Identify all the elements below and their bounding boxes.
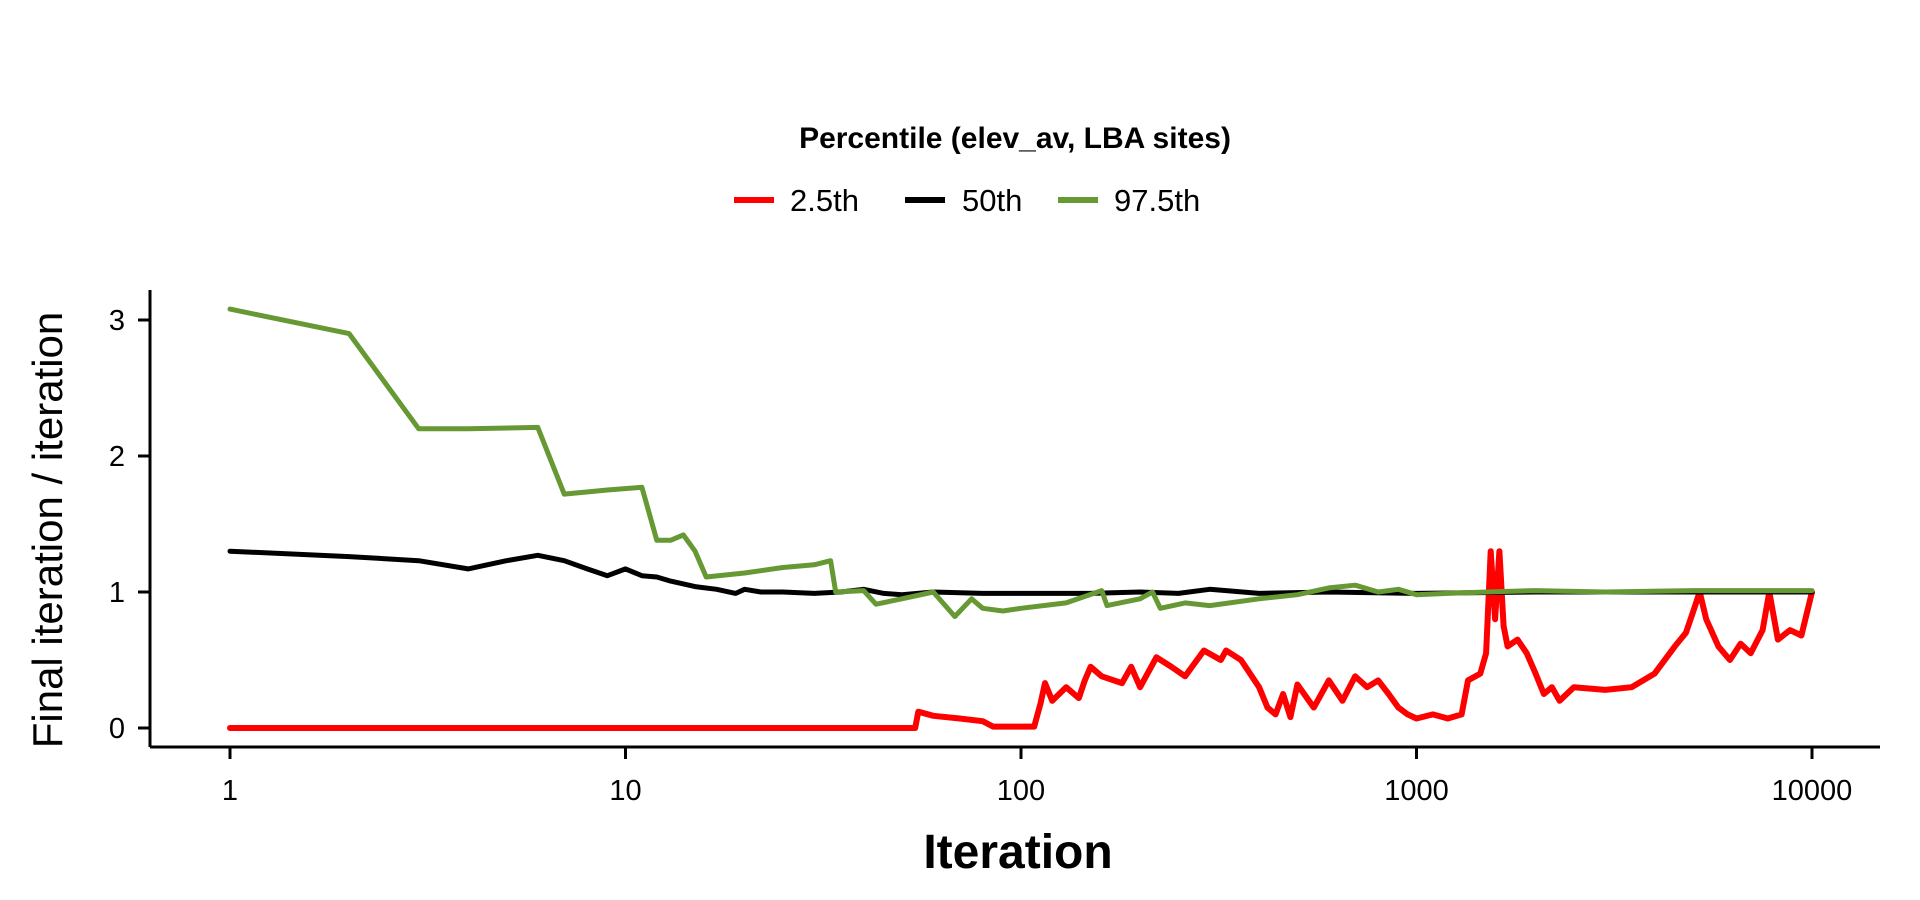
legend-entry-1: 2.5th	[734, 183, 859, 218]
y-tick-label: 1	[109, 577, 125, 609]
x-tick-label: 1000	[1384, 775, 1449, 807]
x-tick-label: 10000	[1772, 775, 1853, 807]
x-axis-ticks: 1 10 100 1000 10000	[222, 747, 1852, 807]
x-axis-label: Iteration	[923, 826, 1112, 879]
y-tick-label: 3	[109, 305, 125, 337]
x-tick-label: 10	[609, 775, 641, 807]
y-tick-label: 2	[109, 441, 125, 473]
legend-label-1: 2.5th	[790, 183, 859, 218]
x-tick-label: 100	[997, 775, 1045, 807]
y-tick-label: 0	[109, 713, 125, 745]
legend-label-2: 50th	[962, 183, 1022, 218]
legend-label-3: 97.5th	[1114, 183, 1200, 218]
y-axis-label: Final iteration / iteration	[24, 312, 71, 749]
series-line-2-5th	[227, 548, 1815, 731]
series-layer	[227, 306, 1815, 731]
series-line-97-5th	[227, 306, 1815, 619]
y-axis-ticks: 0 1 2 3	[109, 305, 150, 745]
series-line-50th	[227, 548, 1815, 598]
legend-entry-3: 97.5th	[1058, 183, 1200, 218]
legend: Percentile (elev_av, LBA sites) 2.5th 50…	[734, 122, 1231, 218]
legend-entry-2: 50th	[905, 183, 1022, 218]
x-tick-label: 1	[222, 775, 238, 807]
legend-title: Percentile (elev_av, LBA sites)	[799, 122, 1231, 155]
